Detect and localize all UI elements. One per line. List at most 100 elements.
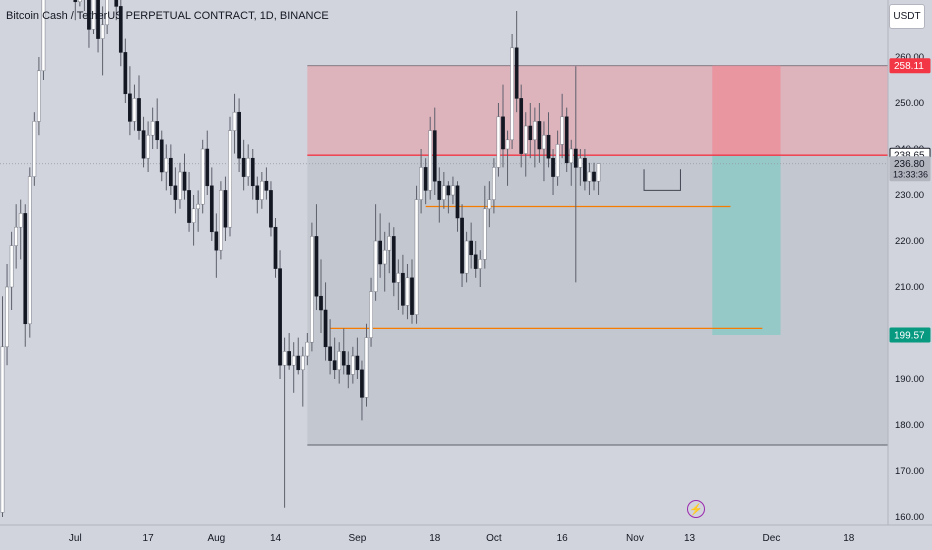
candle-body <box>255 185 260 200</box>
candle-body <box>323 309 328 348</box>
candle-body <box>137 98 141 131</box>
candle-body <box>487 199 492 210</box>
candle-body <box>341 351 346 366</box>
x-tick-label: 17 <box>143 533 155 544</box>
candle-body <box>100 24 105 39</box>
price-badge-value: 236.80 <box>894 159 925 170</box>
candle-body <box>569 148 574 164</box>
y-tick-label: 210.00 <box>895 282 924 293</box>
y-tick-label: 260.00 <box>895 52 924 63</box>
candle-body <box>232 111 237 131</box>
x-tick-label: Sep <box>349 533 367 544</box>
candle-body <box>560 116 564 145</box>
candle-body <box>460 217 464 274</box>
candle-body <box>237 111 241 159</box>
candle-body <box>278 268 282 366</box>
candle-body <box>264 180 269 191</box>
candle-body <box>123 52 128 95</box>
candle-body <box>583 157 587 182</box>
candle-body <box>519 98 524 154</box>
candle-body <box>0 346 5 513</box>
x-tick-label: Jul <box>69 533 82 544</box>
candle-body <box>114 0 119 7</box>
candle-body <box>91 0 96 30</box>
price-axis-bg <box>888 0 932 525</box>
time-axis: Jul 17 Aug 14 Sep 18 Oct 16 Nov 13 Dec 18 <box>0 524 932 544</box>
candle-body <box>191 208 196 223</box>
candle-body <box>510 47 514 141</box>
candle-body <box>464 240 469 274</box>
candle-body <box>578 157 583 168</box>
candle-body <box>310 236 314 343</box>
candle-body <box>182 171 187 191</box>
x-tick-label: 13 <box>684 533 696 544</box>
candle-body <box>73 0 78 3</box>
candle-body <box>473 254 478 269</box>
candle-body <box>246 157 251 177</box>
candle-body <box>141 130 146 159</box>
candle-body <box>432 130 437 182</box>
price-axis: 310.00300.00290.00280.00270.00260.00250.… <box>887 0 932 525</box>
candle-body <box>173 185 178 200</box>
candle-body <box>555 144 560 177</box>
candle-body <box>332 360 337 371</box>
candle-body <box>196 203 201 210</box>
candle-body <box>410 277 414 315</box>
candle-body <box>419 167 423 200</box>
y-tick-label: 190.00 <box>895 374 924 385</box>
candle-body <box>346 364 351 375</box>
candle-body <box>27 176 32 325</box>
candle-body <box>291 355 296 366</box>
quote-currency-button[interactable]: USDT <box>889 4 925 29</box>
y-tick-label: 250.00 <box>895 98 924 109</box>
candle-body <box>501 116 505 150</box>
x-tick-label: 18 <box>429 533 441 544</box>
candle-body <box>596 163 601 182</box>
x-tick-label: Oct <box>486 533 502 544</box>
candle-body <box>205 148 210 187</box>
candle-body <box>387 236 392 251</box>
candle-body <box>169 157 173 187</box>
y-tick-label: 230.00 <box>895 190 924 201</box>
candle-body <box>523 125 528 154</box>
candle-body <box>587 171 592 182</box>
candle-body <box>187 190 191 223</box>
candle-body <box>423 167 428 191</box>
price-badge-gray <box>889 156 931 182</box>
candle-body <box>514 47 519 99</box>
candle-body <box>9 245 14 288</box>
candle-body <box>469 240 473 256</box>
take-profit-zone <box>712 155 781 335</box>
candlestick-series <box>0 0 601 517</box>
x-tick-label: 18 <box>843 533 855 544</box>
candle-body <box>37 70 41 122</box>
chart-title: Bitcoin Cash / TetherUS PERPETUAL CONTRA… <box>6 10 329 22</box>
x-tick-label: Nov <box>626 533 644 544</box>
candle-body <box>146 134 150 159</box>
candle-body <box>18 213 23 228</box>
candle-body <box>414 199 419 315</box>
candle-body <box>32 121 37 177</box>
candle-body <box>200 148 205 205</box>
candle-body <box>478 259 483 269</box>
candle-body <box>492 167 496 200</box>
candle-body <box>364 337 369 398</box>
candle-body <box>305 341 310 357</box>
candle-body <box>405 277 410 306</box>
candle-body <box>132 98 137 122</box>
lightning-icon[interactable]: ⚡ <box>687 500 705 518</box>
candle-body <box>78 0 82 3</box>
candle-body <box>300 355 305 371</box>
y-tick-label: 160.00 <box>895 512 924 523</box>
candle-body <box>546 134 551 159</box>
candle-body <box>378 240 382 265</box>
price-badge-value: 199.57 <box>894 330 925 341</box>
bracket-line <box>643 169 681 191</box>
candle-body <box>564 116 569 164</box>
candle-body <box>533 121 537 141</box>
candle-body <box>159 139 164 173</box>
candle-body <box>260 180 264 200</box>
y-tick-label: 180.00 <box>895 420 924 431</box>
